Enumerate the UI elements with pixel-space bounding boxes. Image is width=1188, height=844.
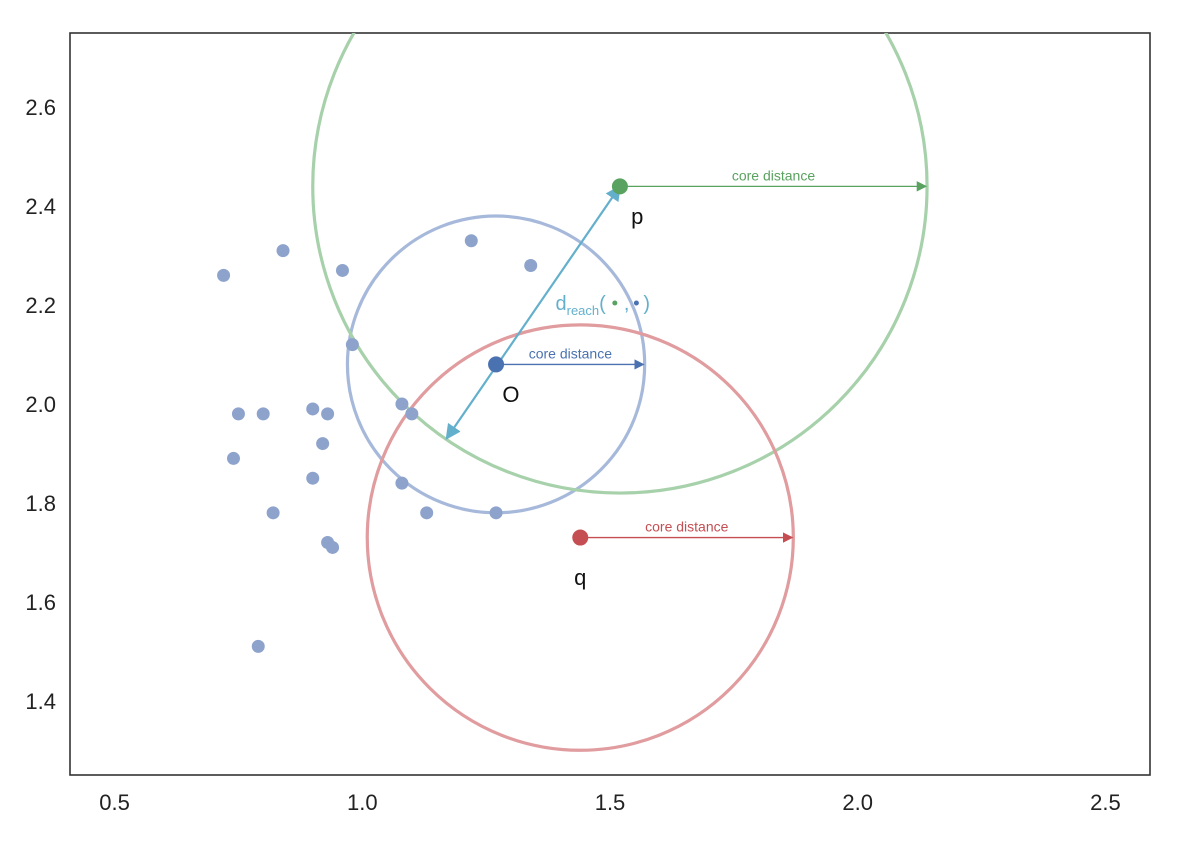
data-point — [226, 451, 240, 465]
data-point — [345, 338, 359, 352]
reachability-label-open: ( — [599, 293, 606, 315]
data-point — [321, 407, 335, 421]
data-point — [306, 471, 320, 485]
data-point — [326, 540, 340, 554]
point-label-p: p — [631, 204, 643, 229]
reachability-dot-o — [633, 300, 639, 306]
reachability-label: dreach(,) — [556, 293, 651, 318]
y-tick-label: 2.4 — [25, 194, 56, 219]
y-tick-label: 2.2 — [25, 293, 56, 318]
x-tick-label: 1.5 — [595, 790, 626, 815]
plot-layer — [217, 33, 929, 752]
point-O — [488, 356, 505, 373]
x-tick-label: 2.0 — [842, 790, 873, 815]
data-point — [489, 506, 503, 520]
reachability-label-close: ) — [643, 293, 650, 315]
y-tick-label: 2.6 — [25, 95, 56, 120]
plot-area — [69, 32, 1151, 776]
data-point — [256, 407, 270, 421]
data-point — [251, 639, 265, 653]
point-q — [572, 529, 589, 546]
y-tick-label: 2.0 — [25, 392, 56, 417]
core-distance-label-p: core distance — [732, 167, 815, 183]
point-label-O: O — [502, 382, 519, 407]
y-axis-ticks: 1.4 1.6 1.8 2.0 2.2 2.4 2.6 — [25, 95, 56, 714]
reachability-dot-p — [612, 300, 618, 306]
special-points — [488, 178, 628, 546]
reachability-label-sub: reach — [567, 303, 600, 318]
reachability-label-sep: , — [624, 293, 630, 315]
core-distance-label-q: core distance — [645, 519, 728, 535]
reachability-arrow — [445, 185, 621, 440]
data-point — [395, 476, 409, 490]
core-distance-label-O: core distance — [529, 345, 612, 361]
data-point — [405, 407, 419, 421]
reachability-label-main: d — [556, 293, 567, 315]
data-point — [316, 437, 330, 451]
data-point — [217, 268, 231, 282]
y-tick-label: 1.8 — [25, 491, 56, 516]
point-p — [611, 178, 628, 195]
data-point — [524, 258, 538, 272]
y-tick-label: 1.4 — [25, 689, 56, 714]
data-point — [464, 234, 478, 248]
data-point — [231, 407, 245, 421]
x-tick-label: 0.5 — [99, 790, 130, 815]
data-point — [395, 397, 409, 411]
reachability-arrow-group — [445, 185, 621, 440]
x-axis-ticks: 0.5 1.0 1.5 2.0 2.5 — [99, 790, 1120, 815]
data-point — [335, 263, 349, 277]
data-point — [420, 506, 434, 520]
data-point — [276, 244, 290, 258]
y-tick-label: 1.6 — [25, 590, 56, 615]
point-label-q: q — [574, 565, 586, 590]
data-point — [306, 402, 320, 416]
x-tick-label: 1.0 — [347, 790, 378, 815]
data-point — [266, 506, 280, 520]
annotation-labels: core distance core distance core distance O… — [502, 167, 815, 590]
x-tick-label: 2.5 — [1090, 790, 1121, 815]
